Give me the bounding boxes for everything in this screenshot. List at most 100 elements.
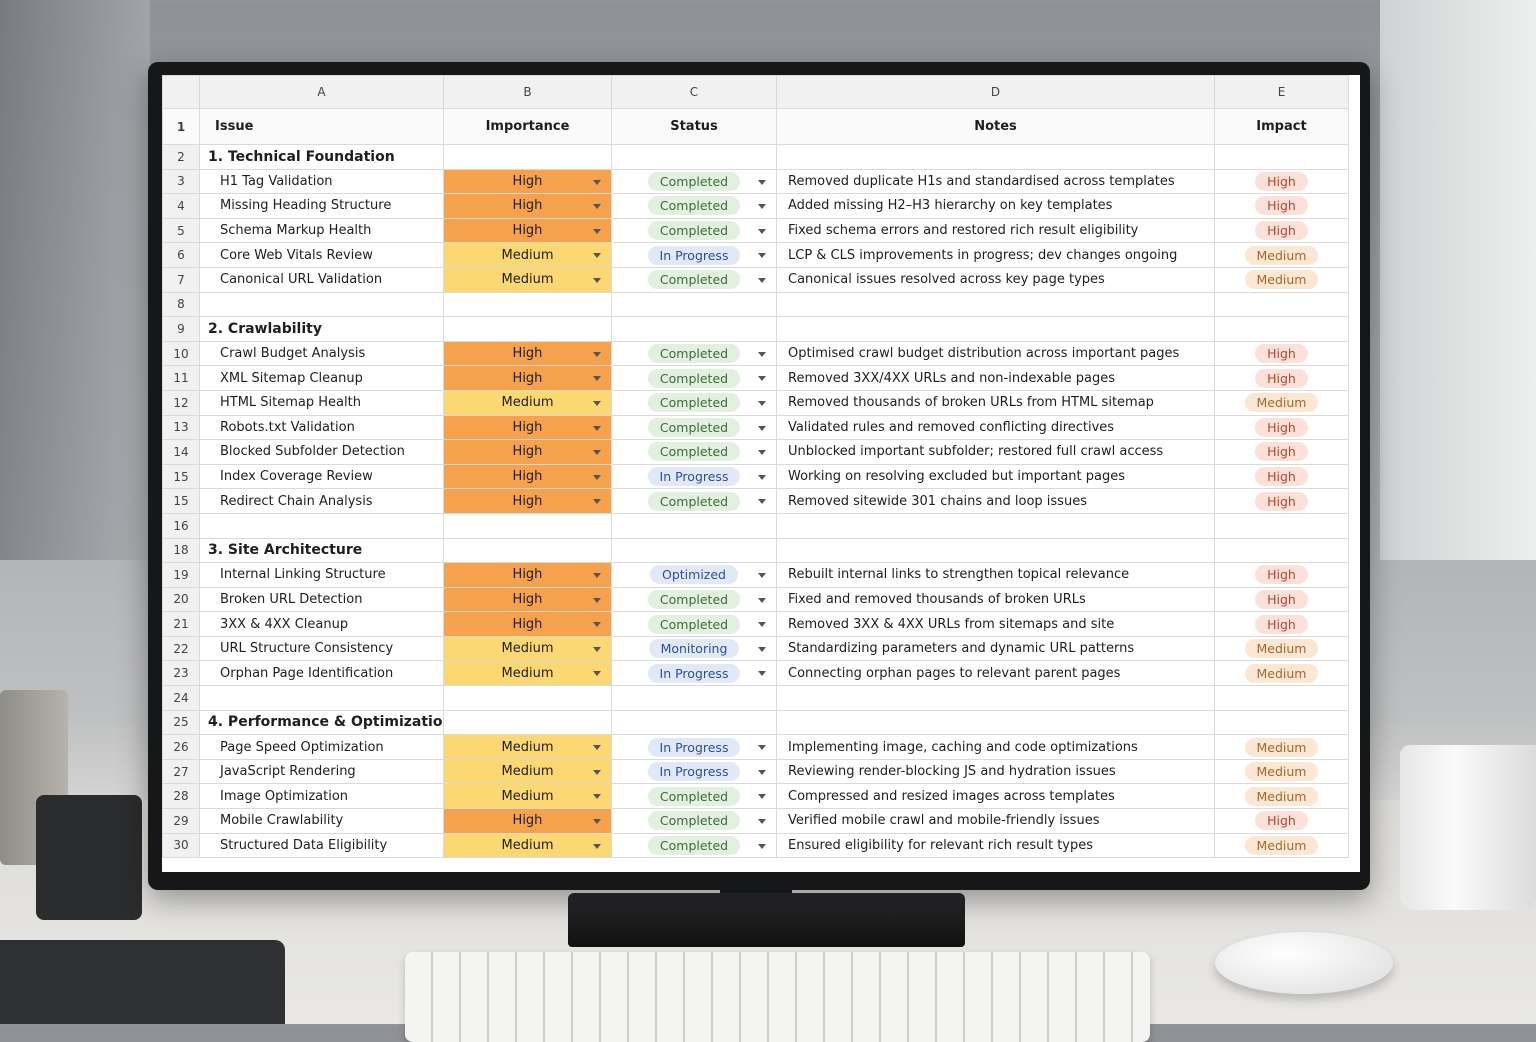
status-dropdown[interactable]: In Progress — [611, 734, 777, 760]
row-number[interactable]: 19 — [162, 562, 200, 588]
row-number[interactable]: 8 — [162, 291, 200, 318]
importance-dropdown[interactable]: Medium — [443, 734, 612, 760]
column-letter[interactable]: A — [199, 75, 444, 109]
row-number[interactable]: 22 — [162, 635, 200, 662]
status-dropdown[interactable]: Completed — [611, 586, 777, 613]
status-dropdown[interactable]: In Progress — [611, 660, 777, 687]
importance-dropdown[interactable]: High — [443, 488, 612, 514]
row-number[interactable]: 5 — [162, 217, 200, 244]
row-number[interactable]: 12 — [162, 389, 200, 416]
importance-dropdown[interactable]: High — [443, 586, 612, 613]
column-letter[interactable]: D — [776, 75, 1215, 109]
row-number[interactable]: 9 — [162, 316, 200, 342]
header-cell: Notes — [776, 108, 1215, 145]
importance-dropdown[interactable]: High — [443, 808, 612, 834]
status-dropdown[interactable]: In Progress — [611, 242, 777, 268]
sheet-row: 20 Broken URL Detection High Completed Fixed… — [162, 586, 1349, 613]
row-number[interactable]: 18 — [162, 537, 200, 564]
empty-cell — [1214, 537, 1349, 564]
importance-dropdown[interactable]: Medium — [443, 242, 612, 268]
status-dropdown[interactable]: Optimized — [611, 562, 777, 588]
background-window — [1380, 0, 1536, 560]
status-dropdown[interactable]: Completed — [611, 439, 777, 465]
row-number[interactable]: 30 — [162, 832, 200, 859]
row-number[interactable]: 21 — [162, 611, 200, 637]
importance-dropdown[interactable]: High — [443, 463, 612, 490]
row-number[interactable]: 6 — [162, 242, 200, 268]
impact-pill: Medium — [1244, 762, 1319, 782]
sheet-row: 24 — [162, 685, 1349, 711]
column-letter[interactable]: B — [443, 75, 612, 109]
column-letter[interactable]: C — [611, 75, 777, 109]
status-dropdown[interactable]: Completed — [611, 488, 777, 514]
notes-cell: Verified mobile crawl and mobile-friendl… — [776, 808, 1215, 834]
status-dropdown[interactable]: Completed — [611, 266, 777, 293]
section-title: 1. Technical Foundation — [199, 144, 444, 170]
row-number[interactable]: 10 — [162, 340, 200, 367]
status-pill: Completed — [647, 442, 741, 462]
row-number[interactable]: 25 — [162, 709, 200, 736]
row-number[interactable]: 28 — [162, 783, 200, 810]
row-number[interactable]: 20 — [162, 586, 200, 613]
status-dropdown[interactable]: Completed — [611, 193, 777, 219]
row-number[interactable]: 27 — [162, 758, 200, 785]
sheet-row: 22 URL Structure Consistency Medium Monitor… — [162, 635, 1349, 662]
row-number[interactable]: 1 — [162, 108, 200, 145]
impact-cell: High — [1214, 586, 1349, 613]
status-dropdown[interactable]: Completed — [611, 783, 777, 810]
importance-dropdown[interactable]: High — [443, 439, 612, 465]
row-number[interactable]: 26 — [162, 734, 200, 760]
notes-cell: Removed thousands of broken URLs from HT… — [776, 389, 1215, 416]
impact-cell: Medium — [1214, 734, 1349, 760]
row-number[interactable]: 24 — [162, 685, 200, 711]
column-letter[interactable]: E — [1214, 75, 1349, 109]
row-number[interactable]: 4 — [162, 193, 200, 219]
status-dropdown[interactable]: Completed — [611, 389, 777, 416]
status-dropdown[interactable]: In Progress — [611, 758, 777, 785]
sheet-row: 28 Image Optimization Medium Completed Compr… — [162, 783, 1349, 810]
status-dropdown[interactable]: Completed — [611, 832, 777, 859]
importance-dropdown[interactable]: Medium — [443, 832, 612, 859]
row-number[interactable]: 15 — [162, 488, 200, 514]
importance-dropdown[interactable]: High — [443, 611, 612, 637]
corner-cell — [162, 75, 200, 109]
importance-dropdown[interactable]: Medium — [443, 389, 612, 416]
status-dropdown[interactable]: Completed — [611, 808, 777, 834]
empty-cell — [1214, 709, 1349, 736]
importance-dropdown[interactable]: High — [443, 562, 612, 588]
importance-dropdown[interactable]: High — [443, 340, 612, 367]
importance-dropdown[interactable]: Medium — [443, 266, 612, 293]
importance-dropdown[interactable]: High — [443, 414, 612, 441]
row-number[interactable]: 23 — [162, 660, 200, 687]
notes-cell: LCP & CLS improvements in progress; dev … — [776, 242, 1215, 268]
row-number[interactable]: 11 — [162, 365, 200, 391]
row-number[interactable]: 2 — [162, 144, 200, 170]
status-dropdown[interactable]: Completed — [611, 217, 777, 244]
status-dropdown[interactable]: Completed — [611, 365, 777, 391]
importance-dropdown[interactable]: High — [443, 217, 612, 244]
row-number[interactable]: 15 — [162, 463, 200, 490]
importance-dropdown[interactable]: High — [443, 365, 612, 391]
importance-dropdown[interactable]: Medium — [443, 783, 612, 810]
status-dropdown[interactable]: Completed — [611, 340, 777, 367]
status-dropdown[interactable]: In Progress — [611, 463, 777, 490]
status-dropdown[interactable]: Completed — [611, 168, 777, 195]
row-number[interactable]: 29 — [162, 808, 200, 834]
status-dropdown[interactable]: Monitoring — [611, 635, 777, 662]
status-dropdown[interactable]: Completed — [611, 611, 777, 637]
status-pill: Completed — [647, 393, 741, 413]
row-number[interactable]: 16 — [162, 512, 200, 539]
row-number[interactable]: 13 — [162, 414, 200, 441]
importance-dropdown[interactable]: High — [443, 168, 612, 195]
row-number[interactable]: 7 — [162, 266, 200, 293]
impact-pill: Medium — [1244, 737, 1319, 757]
importance-dropdown[interactable]: Medium — [443, 660, 612, 687]
status-dropdown[interactable]: Completed — [611, 414, 777, 441]
row-number[interactable]: 3 — [162, 168, 200, 195]
empty-cell — [199, 512, 444, 539]
importance-dropdown[interactable]: Medium — [443, 758, 612, 785]
importance-dropdown[interactable]: High — [443, 193, 612, 219]
row-number[interactable]: 14 — [162, 439, 200, 465]
importance-dropdown[interactable]: Medium — [443, 635, 612, 662]
empty-cell — [1214, 512, 1349, 539]
